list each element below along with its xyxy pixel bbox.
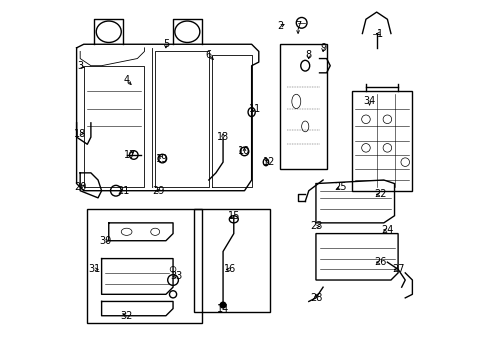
Text: 20: 20 — [74, 182, 86, 192]
Text: 30: 30 — [99, 236, 111, 246]
Text: 13: 13 — [217, 132, 229, 142]
Text: 25: 25 — [334, 182, 346, 192]
Text: 16: 16 — [224, 264, 236, 274]
Text: 11: 11 — [248, 104, 261, 113]
Text: 27: 27 — [391, 264, 404, 274]
Text: 34: 34 — [363, 96, 375, 107]
Text: 2: 2 — [277, 21, 283, 31]
Text: 6: 6 — [205, 50, 211, 60]
Circle shape — [220, 302, 225, 308]
Text: 12: 12 — [263, 157, 275, 167]
Text: 32: 32 — [120, 311, 133, 321]
Text: 9: 9 — [319, 43, 325, 53]
Text: 33: 33 — [170, 271, 183, 282]
Text: 22: 22 — [373, 189, 386, 199]
Text: 28: 28 — [309, 293, 322, 303]
Text: 15: 15 — [227, 211, 240, 221]
Text: 31: 31 — [88, 264, 101, 274]
Text: 4: 4 — [123, 75, 129, 85]
Text: 8: 8 — [305, 50, 311, 60]
Text: 14: 14 — [217, 303, 229, 314]
Text: 5: 5 — [163, 39, 169, 49]
Text: 29: 29 — [152, 186, 164, 196]
Text: 21: 21 — [117, 186, 129, 196]
Text: 3: 3 — [77, 61, 83, 71]
Text: 17: 17 — [124, 150, 136, 160]
Text: 18: 18 — [74, 129, 86, 139]
Text: 1: 1 — [376, 28, 383, 39]
Text: 7: 7 — [294, 21, 301, 31]
Text: 10: 10 — [238, 147, 250, 157]
Text: 19: 19 — [156, 154, 168, 163]
Text: 23: 23 — [309, 221, 322, 231]
Text: 24: 24 — [381, 225, 393, 235]
Text: 26: 26 — [373, 257, 386, 267]
